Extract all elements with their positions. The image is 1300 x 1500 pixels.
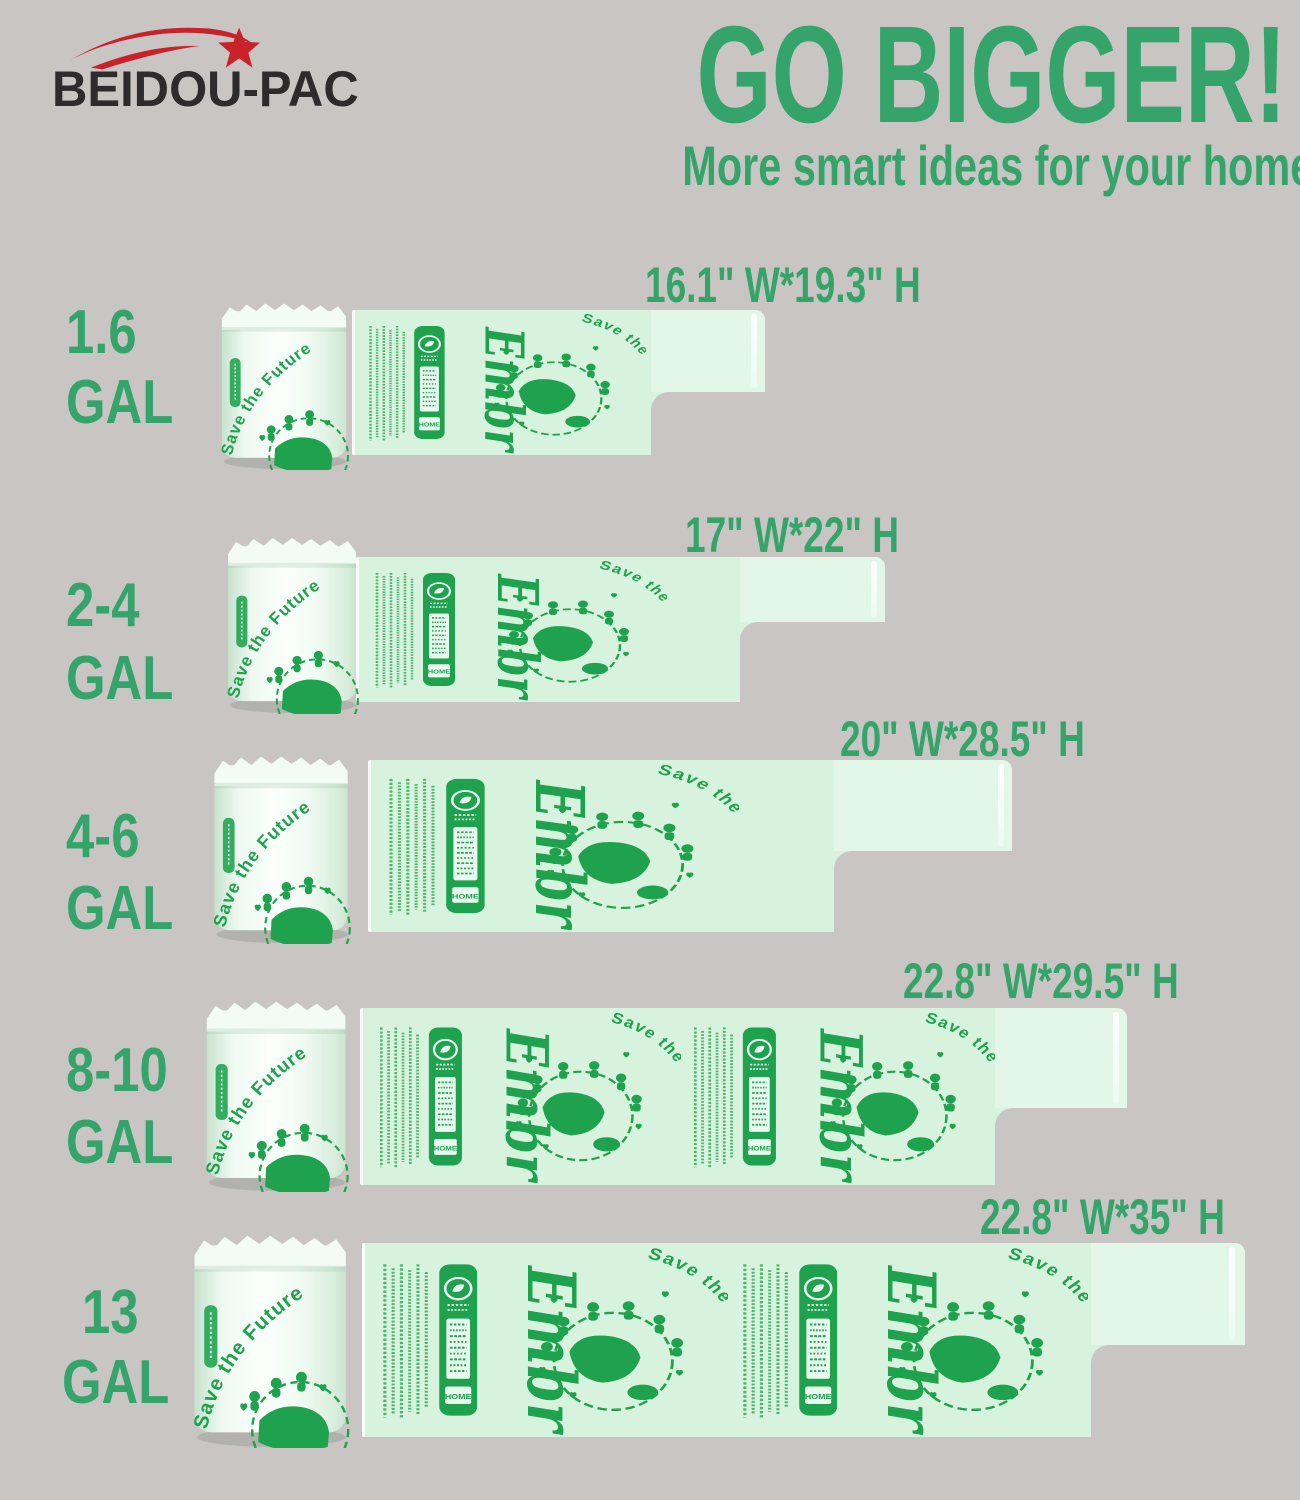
shooting-star-icon	[69, 27, 260, 70]
bag-roll	[220, 530, 362, 714]
dimensions-label: 16.1" W*19.3" H	[645, 257, 921, 313]
bag-handle-notch	[740, 622, 885, 702]
dimensions-label: 17" W*22" H	[685, 507, 899, 563]
page-subtitle: More smart ideas for your home	[682, 134, 1300, 197]
trash-bag	[362, 1243, 1245, 1437]
capacity-unit-label: GAL	[66, 1108, 174, 1177]
capacity-label: 1.6	[66, 298, 137, 367]
capacity-label: 2-4	[66, 571, 140, 640]
bag-roll	[185, 1226, 353, 1448]
capacity-unit-label: GAL	[66, 874, 174, 943]
bag-print-panel	[371, 1008, 681, 1185]
dimensions-label: 22.8" W*29.5" H	[903, 953, 1179, 1009]
capacity-label: 8-10	[66, 1036, 168, 1105]
trash-bag	[356, 557, 885, 702]
bag-edge-highlight	[1113, 1012, 1119, 1104]
page-title: GO BIGGER!	[696, 0, 1287, 152]
bag-print-panel	[373, 1243, 728, 1437]
dimensions-label: 22.8" W*35" H	[980, 1189, 1225, 1245]
trash-bag	[368, 760, 1012, 932]
bag-roll	[206, 748, 354, 944]
bag-edge-highlight	[1229, 1247, 1235, 1341]
bag-edge-highlight	[871, 561, 877, 618]
bag-print-panel	[367, 557, 667, 702]
bag-print-panel	[685, 1008, 995, 1185]
capacity-label: 13	[82, 1278, 139, 1347]
bag-flap	[834, 760, 1012, 851]
brand-logo: BEIDOU-PAC	[52, 12, 472, 122]
bag-roll	[214, 296, 352, 470]
bag-handle-notch	[834, 851, 1012, 932]
capacity-unit-label: GAL	[66, 644, 174, 713]
bag-edge-highlight	[751, 314, 757, 388]
dimensions-label: 20" W*28.5" H	[840, 711, 1085, 767]
bag-flap	[740, 557, 885, 622]
bag-edge-highlight	[998, 764, 1004, 847]
trash-bag	[360, 1008, 1127, 1185]
capacity-unit-label: GAL	[66, 368, 174, 437]
bag-handle-notch	[995, 1108, 1127, 1185]
bag-print-panel	[733, 1243, 1088, 1437]
trash-bag	[352, 310, 765, 455]
bag-print-panel	[379, 760, 739, 932]
bag-flap	[651, 310, 765, 392]
bag-flap	[1091, 1243, 1245, 1345]
bag-handle-notch	[1091, 1345, 1245, 1437]
bag-handle-notch	[651, 392, 765, 455]
bag-flap	[995, 1008, 1127, 1108]
capacity-unit-label: GAL	[62, 1348, 170, 1417]
brand-name: BEIDOU-PAC	[52, 61, 359, 117]
bag-print-panel	[361, 310, 646, 455]
bag-roll	[198, 993, 352, 1192]
capacity-label: 4-6	[66, 802, 140, 871]
